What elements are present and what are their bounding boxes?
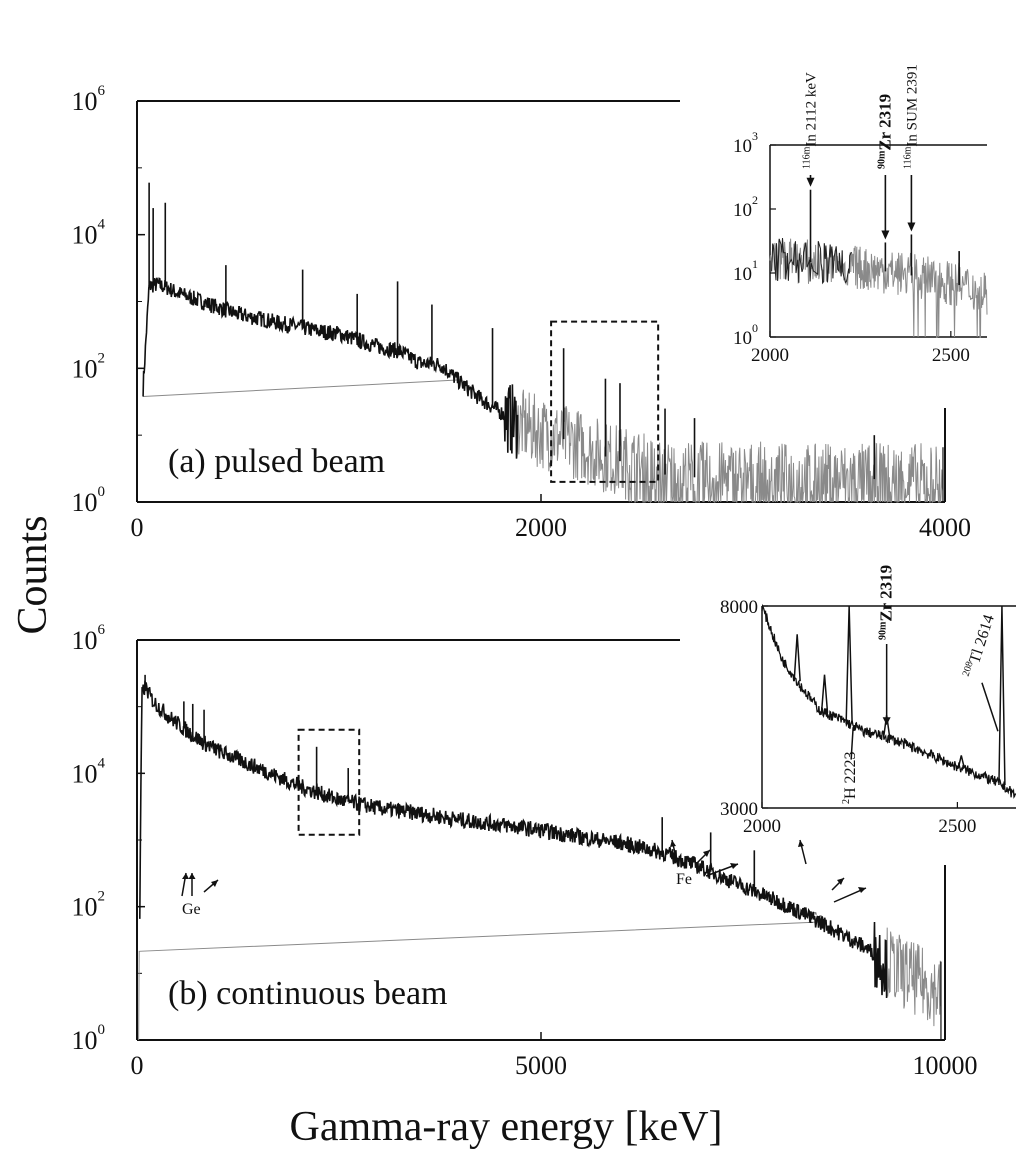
- x-tick-label: 10000: [913, 1051, 978, 1080]
- inset-annotation-label: 2H 2223: [841, 751, 859, 804]
- spectrum-trace: [139, 680, 888, 999]
- y-tick-label: 100: [72, 1022, 106, 1055]
- panel-a-inset-frame: [770, 145, 985, 337]
- panel-a-chart: 0 2000 4000 100 102 104 106 (a) pulsed beam 20…: [72, 64, 988, 542]
- inset-peak: [820, 674, 829, 713]
- panel-b-zoom-region-box: [297, 728, 361, 836]
- inset-y-tick-label: 8000: [720, 597, 758, 618]
- inset-peak: [845, 605, 853, 724]
- inset-y-tick-label: 3000: [720, 799, 758, 820]
- spectrum-trace: [142, 277, 519, 459]
- inset-trace: [771, 237, 852, 285]
- annotation-arrowhead: [881, 230, 890, 240]
- inset-annotation-label: 90mZr 2319: [875, 94, 894, 169]
- y-tick-label: 102: [72, 889, 106, 922]
- x-axis-label: Gamma-ray energy [keV]: [289, 1104, 722, 1150]
- x-tick-label: 0: [131, 513, 144, 542]
- annotation-arrowhead: [882, 717, 891, 726]
- inset-x-tick-label: 2500: [938, 816, 976, 837]
- x-tick-label: 2000: [515, 513, 567, 542]
- inset-annotation-label: 116mIn SUM 2391: [902, 64, 920, 169]
- spectrum-noise-trace: [143, 379, 944, 504]
- inset-annotation-label: 116mIn 2112 keV: [802, 72, 820, 169]
- annotation-arrow: [981, 682, 999, 732]
- y-axis-label: Counts: [10, 515, 56, 634]
- y-tick-label: 106: [72, 622, 106, 655]
- inset-y-tick-label: 102: [733, 193, 758, 221]
- inset-annotation-label: 90mZr 2319: [877, 565, 896, 640]
- panel-b-chart: 0 5000 10000 100 102 104 106 (b) continuous be…: [72, 565, 1016, 1080]
- panel-b-title: (b) continuous beam: [168, 975, 448, 1012]
- y-tick-label: 104: [72, 217, 106, 250]
- inset-trace: [761, 603, 1016, 799]
- annotation-arrowhead: [907, 222, 916, 232]
- annotation-arrow: [850, 727, 854, 760]
- panel-a-inset: 2000 2500 100 101 102 103 116mIn 2112 keV 90mZ…: [733, 64, 988, 366]
- y-tick-label: 106: [72, 83, 106, 116]
- x-tick-label: 4000: [919, 513, 971, 542]
- panel-a-zoom-region-box: [550, 320, 660, 483]
- panel-a-title: (a) pulsed beam: [168, 443, 385, 480]
- inset-peak: [793, 634, 801, 682]
- fe-label-1: Fe: [676, 871, 692, 888]
- ge-annotation: Ge: [181, 872, 219, 918]
- x-tick-label: 0: [131, 1051, 144, 1080]
- inset-x-tick-label: 2000: [751, 345, 789, 366]
- inset-y-tick-label: 100: [733, 321, 758, 349]
- fe-label-2: Fe: [808, 910, 824, 927]
- x-tick-label: 5000: [515, 1051, 567, 1080]
- inset-peak: [957, 755, 966, 769]
- y-tick-label: 104: [72, 755, 106, 788]
- inset-peak: [998, 605, 1006, 785]
- inset-y-tick-label: 103: [733, 129, 758, 157]
- y-tick-label: 102: [72, 350, 106, 383]
- inset-x-tick-label: 2000: [743, 816, 781, 837]
- fe-annotation-2: Fe: [798, 839, 867, 927]
- annotation-arrowhead: [806, 177, 815, 187]
- inset-y-tick-label: 101: [733, 257, 758, 285]
- y-tick-label: 100: [72, 484, 106, 517]
- inset-x-tick-label: 2500: [932, 345, 970, 366]
- ge-label: Ge: [182, 901, 201, 918]
- fe-annotation-1: Fe: [670, 839, 739, 888]
